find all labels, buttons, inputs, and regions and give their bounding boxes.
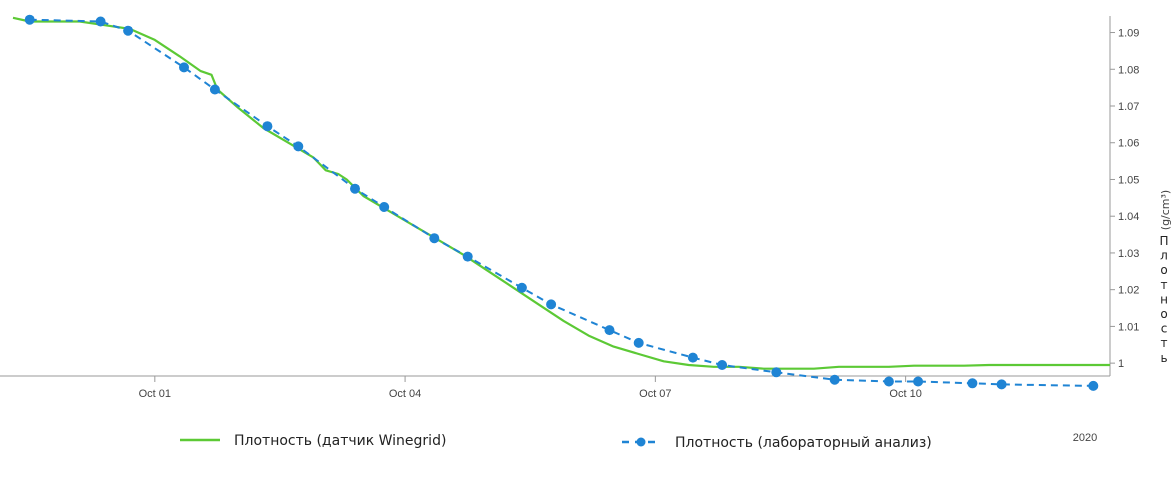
y-tick-label: 1.09 <box>1118 28 1139 40</box>
lab-data-point <box>379 202 390 212</box>
lab-data-point <box>350 183 360 194</box>
lab-data-point <box>179 62 189 73</box>
y-ticks: 1 1.01 1.02 1.03 1.04 1.05 1.06 1.07 1.08 1.09 <box>1110 28 1139 370</box>
x-ticks: Oct 01 Oct 04 Oct 07 Oct 10 <box>139 376 922 400</box>
lab-data-point <box>429 233 440 244</box>
y-tick-label: 1.03 <box>1118 248 1139 260</box>
y-tick-label: 1.06 <box>1118 138 1139 150</box>
lab-data-point <box>771 367 782 378</box>
lab-data-point <box>967 378 978 389</box>
series-line-lab <box>29 18 1094 387</box>
lab-data-point <box>996 379 1007 390</box>
legend-item-sensor: Плотность (датчик Winegrid) <box>180 433 446 449</box>
lab-data-point <box>462 251 473 262</box>
y-axis-unit: (g/cm³) <box>1159 190 1172 230</box>
lab-data-point <box>604 325 615 336</box>
lab-data-point <box>24 14 35 25</box>
lab-data-point <box>262 121 273 132</box>
x-tick-label: Oct 10 <box>889 388 921 400</box>
lab-data-point <box>1088 380 1099 391</box>
legend-item-lab: Плотность (лабораторный анализ) <box>622 435 932 451</box>
lab-data-point <box>546 299 557 310</box>
lab-data-point <box>516 282 527 293</box>
y-tick-label: 1.05 <box>1118 174 1139 186</box>
lab-data-point <box>293 141 304 152</box>
legend-marker-lab <box>636 437 646 447</box>
legend: Плотность (датчик Winegrid) Плотность (л… <box>180 433 932 451</box>
axes <box>0 16 1111 377</box>
lab-data-point <box>829 374 840 385</box>
lab-data-point <box>883 376 894 387</box>
legend-label-sensor: Плотность (датчик Winegrid) <box>234 433 446 449</box>
lab-data-point <box>913 376 924 387</box>
y-tick-label: 1 <box>1118 358 1124 370</box>
lab-data-point <box>633 337 644 348</box>
y-tick-label: 1.02 <box>1118 285 1139 297</box>
y-tick-label: 1.04 <box>1118 211 1139 223</box>
year-label: 2020 <box>1073 432 1097 444</box>
series-line-sensor <box>12 16 1110 370</box>
lab-data-point <box>123 25 134 36</box>
x-tick-label: Oct 07 <box>639 388 671 400</box>
y-tick-label: 1.07 <box>1118 101 1139 113</box>
x-tick-label: Oct 04 <box>389 388 421 400</box>
y-tick-label: 1.01 <box>1118 321 1139 333</box>
y-tick-label: 1.08 <box>1118 64 1139 76</box>
lab-data-point <box>717 360 728 370</box>
legend-label-lab: Плотность (лабораторный анализ) <box>675 435 932 451</box>
lab-data-point <box>95 16 106 27</box>
series-layer <box>12 14 1110 391</box>
x-tick-label: Oct 01 <box>139 388 171 400</box>
lab-data-point <box>687 352 698 363</box>
lab-data-point <box>209 84 220 95</box>
